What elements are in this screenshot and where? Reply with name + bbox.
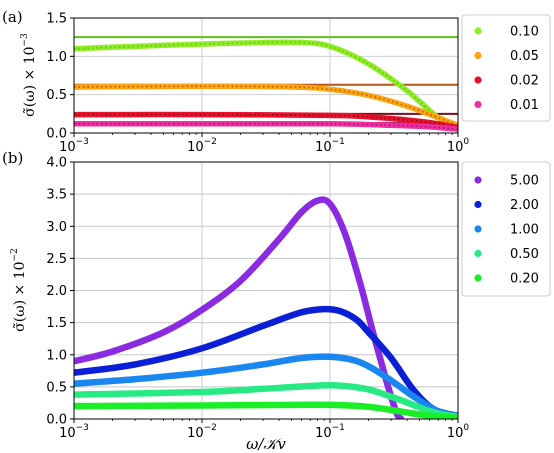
- series-line-0.01: [74, 120, 458, 132]
- x-tick-base: 10: [447, 426, 464, 441]
- legend-marker: [474, 76, 482, 84]
- x-tick-base: 10: [315, 140, 332, 155]
- legend-marker: [474, 100, 482, 109]
- series-line-1.00: [74, 353, 458, 419]
- series-line-5.00: [74, 196, 405, 419]
- y-tick-label: 4.0: [46, 156, 67, 171]
- x-tick-base: 10: [59, 140, 76, 155]
- legend-entry-label: 0.50: [510, 247, 539, 262]
- panel-b-x-axis-label: ω/𝒦v: [246, 435, 286, 453]
- y-tick-label: 0.0: [46, 413, 67, 428]
- legend-marker: [474, 249, 482, 258]
- panel-a-legend: 0.10 0.05 0.02 0.01: [461, 14, 551, 122]
- x-tick-exponent: −2: [204, 137, 217, 147]
- y-tick-label: 0.5: [46, 380, 67, 395]
- series-line-2.00: [74, 305, 458, 419]
- panel-b-label: (b): [2, 149, 23, 167]
- legend-marker: [474, 200, 482, 209]
- x-tick-label: 10−3: [59, 423, 89, 441]
- x-tick-exponent: 0: [463, 423, 469, 433]
- panel-b-legend: 5.00 2.00 1.00 0.50 0.20: [461, 161, 551, 297]
- panel-b: 10−3 10−2 10−1 1000.00.51.01.52.02.53.03.54…: [2, 149, 551, 453]
- legend-entry-label: 0.10: [510, 25, 539, 40]
- x-tick-label: 10−2: [187, 423, 217, 441]
- legend-marker: [474, 225, 482, 233]
- y-tick-label: 1.5: [46, 12, 67, 27]
- x-tick-label: 10−3: [59, 137, 89, 155]
- x-tick-label: 10−1: [315, 137, 345, 155]
- panel-b-y-axis-label: σ̃(ω) × 10−2: [10, 248, 28, 332]
- y-tick-label: 0.5: [46, 88, 67, 103]
- x-tick-base: 10: [187, 426, 204, 441]
- x-tick-exponent: −1: [332, 423, 345, 433]
- x-tick-label: 100: [447, 423, 470, 441]
- legend-marker: [474, 27, 482, 35]
- x-tick-label: 10−1: [315, 423, 345, 441]
- legend-marker: [474, 51, 482, 60]
- legend-entry-label: 2.00: [510, 198, 539, 213]
- dotted-overlay-0.01: [74, 122, 458, 130]
- y-tick-label: 1.5: [46, 316, 67, 331]
- panel-a-plateau-lines: [74, 36, 458, 125]
- y-tick-label: 0.0: [46, 127, 67, 142]
- x-tick-base: 10: [187, 140, 204, 155]
- x-tick-exponent: −1: [332, 137, 345, 147]
- y-tick-label: 3.5: [46, 188, 67, 203]
- x-tick-exponent: −3: [76, 137, 89, 147]
- x-tick-exponent: 0: [463, 137, 469, 147]
- y-tick-label: 1.0: [46, 348, 67, 363]
- panel-b-series: [74, 196, 458, 419]
- legend-marker: [474, 176, 482, 184]
- panel-a-label: (a): [2, 8, 23, 26]
- x-tick-label: 100: [447, 137, 470, 155]
- x-tick-exponent: −2: [204, 423, 217, 433]
- x-tick-base: 10: [59, 426, 76, 441]
- series-line-0.10: [74, 39, 458, 130]
- series-line-0.50: [74, 381, 458, 419]
- series-line-0.05: [74, 83, 458, 129]
- x-tick-exponent: −3: [76, 423, 89, 433]
- panel-b-legend-box: [461, 161, 551, 297]
- legend-marker: [474, 274, 482, 282]
- panel-a-legend-box: [461, 14, 551, 122]
- legend-entry-label: 0.02: [510, 74, 539, 89]
- y-tick-label: 1.0: [46, 50, 67, 65]
- series-line-0.20: [74, 401, 458, 419]
- y-tick-label: 3.0: [46, 220, 67, 235]
- panel-b-ticks: 10−3 10−2 10−1 1000.00.51.01.52.02.53.03.54…: [46, 156, 469, 442]
- legend-entry-label: 0.01: [510, 98, 539, 113]
- legend-entry-label: 0.05: [510, 49, 539, 64]
- legend-entry-label: 5.00: [510, 174, 539, 189]
- panel-a-y-axis-label: σ̃(ω) × 10−3: [20, 33, 38, 117]
- legend-entry-label: 0.20: [510, 272, 539, 287]
- dotted-overlay-0.02: [74, 113, 458, 129]
- x-tick-base: 10: [315, 426, 332, 441]
- legend-entry-label: 1.00: [510, 223, 539, 238]
- y-tick-label: 2.5: [46, 252, 67, 267]
- panel-a-series: [74, 39, 458, 132]
- x-tick-base: 10: [447, 140, 464, 155]
- panel-a-frame: [73, 17, 459, 134]
- x-tick-label: 10−2: [187, 137, 217, 155]
- y-tick-label: 2.0: [46, 284, 67, 299]
